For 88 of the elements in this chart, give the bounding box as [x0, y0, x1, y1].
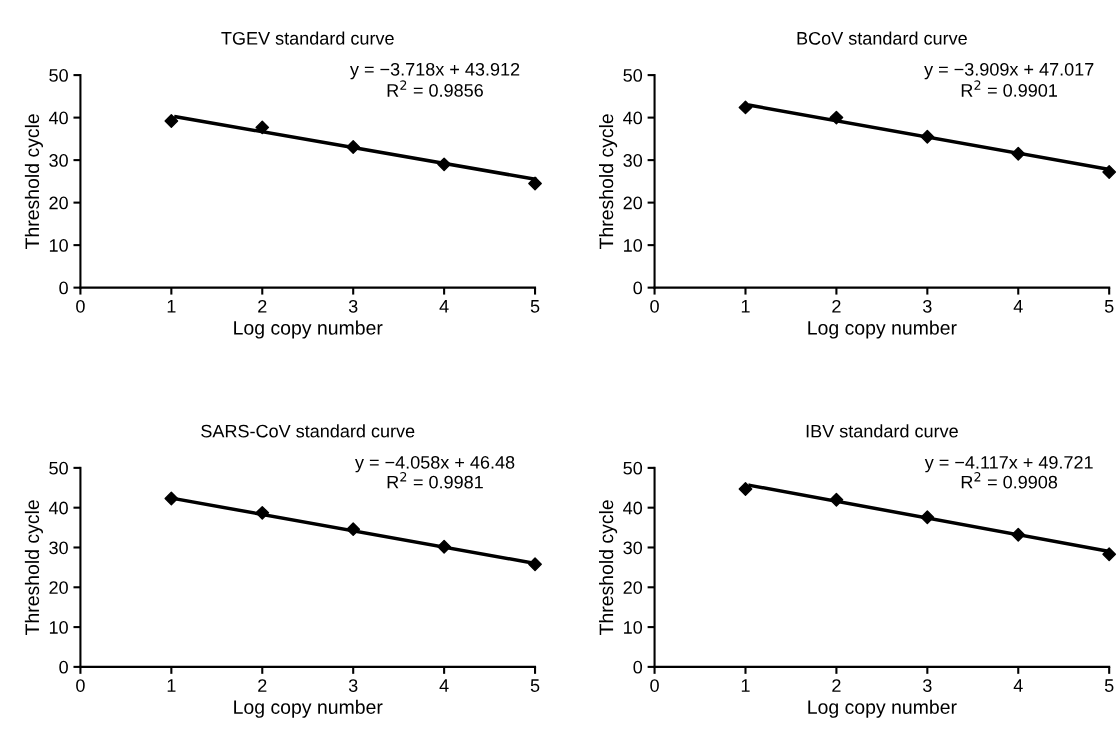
x-tick-label: 2	[832, 679, 841, 692]
point	[437, 157, 452, 172]
point	[255, 120, 270, 135]
y-tick-label: 10	[624, 239, 643, 252]
y-tick-label: 20	[623, 196, 643, 210]
y-tick-label: 10	[624, 621, 643, 634]
x-tick-label: 0	[76, 299, 85, 313]
point	[1011, 527, 1026, 542]
y-axis-title: Threshold cycle	[24, 114, 43, 250]
x-axis-title: Log copy number	[808, 320, 957, 339]
point	[528, 557, 542, 572]
point	[829, 110, 844, 125]
y-tick-label: 50	[623, 69, 643, 82]
y-tick-label: 40	[623, 111, 643, 125]
annotation: y = −4.058x + 46.48	[355, 455, 515, 473]
x-tick-label: 4	[1013, 679, 1023, 692]
point	[164, 114, 179, 128]
x-tick-label: 5	[530, 300, 540, 313]
y-axis-title: Threshold cycle	[598, 114, 618, 250]
x-tick-label: 1	[167, 300, 176, 313]
annotation: y = −3.718x + 43.912	[350, 62, 520, 80]
point	[1102, 547, 1117, 562]
y-axis-title: Threshold cycle	[598, 500, 618, 636]
y-tick-label: 40	[623, 501, 643, 515]
x-tick-label: 0	[650, 299, 659, 313]
x-tick-label: 0	[76, 679, 85, 692]
x-tick-label: 5	[1104, 300, 1114, 313]
x-tick-label: 4	[439, 679, 449, 692]
x-tick-label: 1	[167, 679, 176, 692]
x-tick-label: 3	[348, 679, 358, 692]
point	[437, 539, 452, 554]
point	[920, 129, 935, 144]
point	[829, 492, 844, 507]
y-tick-label: 40	[48, 501, 68, 515]
annotation: R$^{2}$ = 0.9856	[387, 80, 483, 97]
annotation: y = −3.909x + 47.017	[924, 62, 1094, 80]
x-tick-label: 4	[439, 300, 449, 313]
annotation: R$^{2}$ = 0.9981	[387, 472, 483, 489]
point	[255, 505, 270, 520]
y-tick-label: 50	[49, 461, 68, 475]
x-tick-label: 3	[923, 679, 932, 692]
y-tick-label: 20	[49, 581, 68, 594]
x-tick-label: 2	[258, 679, 267, 692]
chart-title: BCoV standard curve	[797, 31, 967, 45]
x-tick-label: 4	[1013, 300, 1023, 313]
x-tick-label: 3	[923, 299, 932, 313]
y-tick-label: 0	[59, 660, 68, 674]
y-tick-label: 0	[633, 660, 643, 674]
point	[346, 140, 361, 154]
x-tick-label: 1	[741, 300, 750, 313]
y-axis-title: Threshold cycle	[24, 500, 43, 636]
x-tick-label: 5	[530, 679, 540, 692]
chart-title: IBV standard curve	[806, 424, 958, 438]
point	[346, 522, 361, 537]
y-tick-label: 30	[49, 541, 68, 555]
y-tick-label: 50	[49, 69, 68, 82]
point	[920, 510, 935, 525]
annotation: R$^{2}$ = 0.9901	[961, 80, 1057, 97]
y-tick-label: 30	[623, 541, 643, 555]
y-tick-label: 10	[49, 621, 68, 634]
x-tick-label: 0	[650, 679, 659, 692]
point	[738, 482, 753, 496]
chart-title: TGEV standard curve	[221, 31, 394, 45]
annotation: y = −4.117x + 49.721	[924, 455, 1093, 473]
point	[738, 100, 753, 115]
y-tick-label: 10	[49, 239, 68, 252]
chart-title: SARS-CoV standard curve	[201, 424, 415, 438]
y-tick-label: 40	[48, 111, 68, 125]
y-tick-label: 20	[49, 196, 68, 210]
x-axis-title: Log copy number	[808, 699, 957, 718]
point	[1102, 165, 1117, 179]
y-tick-label: 0	[59, 281, 68, 295]
x-tick-label: 3	[348, 299, 358, 313]
y-tick-label: 30	[623, 154, 643, 167]
y-tick-label: 20	[623, 581, 643, 594]
y-tick-label: 0	[633, 281, 643, 295]
x-tick-label: 2	[258, 299, 267, 313]
x-tick-label: 5	[1104, 679, 1114, 692]
annotation: R$^{2}$ = 0.9908	[961, 472, 1058, 489]
x-tick-label: 1	[741, 679, 750, 692]
x-axis-title: Log copy number	[234, 699, 383, 718]
y-tick-label: 50	[623, 461, 643, 475]
point	[528, 176, 542, 191]
y-tick-label: 30	[49, 154, 68, 167]
x-tick-label: 2	[832, 299, 841, 313]
x-axis-title: Log copy number	[234, 320, 383, 339]
point	[1011, 146, 1026, 161]
point	[164, 491, 179, 506]
